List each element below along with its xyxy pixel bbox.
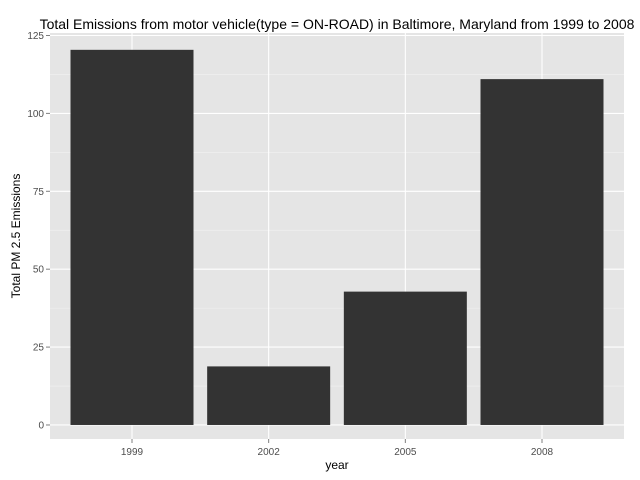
y-tick-label: 0 (38, 420, 44, 431)
x-tick-label: 2005 (394, 447, 417, 458)
x-tick-label: 2008 (531, 447, 554, 458)
bar-2005 (343, 291, 467, 425)
y-axis-title: Total PM 2.5 Emissions (9, 174, 23, 299)
bar-2008 (480, 79, 604, 425)
bar-2002 (207, 366, 331, 425)
x-axis: 1999 2002 2005 2008 (121, 439, 554, 458)
x-tick-label: 1999 (121, 447, 144, 458)
x-axis-title: year (325, 458, 348, 472)
y-axis: 0 25 50 75 100 125 (27, 31, 50, 431)
y-tick-label: 125 (27, 31, 44, 42)
y-tick-label: 100 (27, 109, 44, 120)
bar-1999 (70, 49, 194, 425)
y-tick-label: 50 (33, 265, 45, 276)
y-tick-label: 75 (33, 187, 45, 198)
y-tick-label: 25 (33, 343, 45, 354)
bars (70, 49, 604, 425)
x-tick-label: 2002 (258, 447, 281, 458)
chart-title: Total Emissions from motor vehicle(type … (40, 16, 635, 32)
